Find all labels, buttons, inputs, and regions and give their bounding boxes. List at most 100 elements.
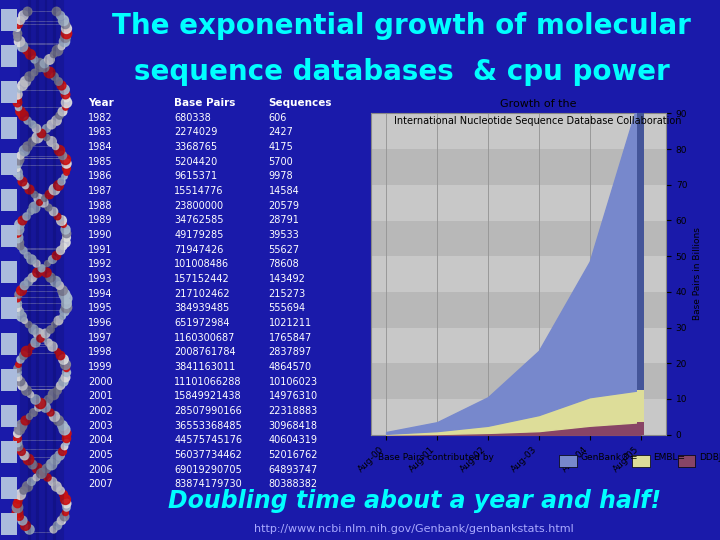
Text: 1990: 1990	[89, 230, 113, 240]
Point	[58, 220, 69, 228]
Bar	[1, 81, 17, 103]
Text: 1986: 1986	[89, 171, 113, 181]
Point	[14, 15, 26, 24]
Bar	[371, 256, 666, 292]
Point	[50, 455, 61, 464]
Text: 2008761784: 2008761784	[174, 347, 236, 357]
Point	[52, 521, 63, 529]
Point	[58, 512, 69, 521]
Text: 2007: 2007	[89, 479, 113, 489]
Bar	[1, 297, 17, 319]
Text: 23800000: 23800000	[174, 200, 223, 211]
Bar	[637, 76, 644, 390]
Point	[12, 102, 24, 111]
Bar	[637, 422, 644, 435]
Point	[55, 42, 66, 50]
Point	[59, 19, 71, 28]
Point	[60, 93, 72, 102]
Point	[54, 246, 66, 255]
Text: DDBJ=: DDBJ=	[699, 453, 720, 462]
Text: 1994: 1994	[89, 288, 113, 299]
Text: 3368765: 3368765	[174, 142, 217, 152]
Text: 1997: 1997	[89, 333, 113, 342]
Point	[48, 185, 60, 194]
Point	[19, 416, 30, 424]
Bar	[1, 369, 17, 390]
Bar	[1, 441, 17, 463]
Point	[43, 68, 55, 76]
Point	[60, 373, 71, 381]
Text: 217102462: 217102462	[174, 288, 230, 299]
Point	[35, 264, 46, 272]
Point	[57, 150, 68, 159]
Point	[15, 285, 27, 294]
Point	[17, 42, 28, 50]
Text: 56037734462: 56037734462	[174, 450, 242, 460]
Text: 2274029: 2274029	[174, 127, 217, 137]
Point	[12, 495, 24, 503]
Point	[20, 211, 32, 220]
Point	[44, 325, 55, 333]
Text: 101008486: 101008486	[174, 259, 230, 269]
Text: 651972984: 651972984	[174, 318, 230, 328]
Point	[41, 472, 53, 481]
Point	[60, 233, 72, 241]
Text: 1996: 1996	[89, 318, 113, 328]
Text: EMBL=: EMBL=	[654, 453, 685, 462]
Bar	[559, 455, 577, 467]
Point	[34, 399, 45, 407]
Point	[24, 207, 35, 215]
Point	[51, 346, 63, 355]
Point	[35, 468, 47, 477]
Point	[20, 386, 32, 394]
Point	[37, 264, 48, 272]
Text: GenBank®=: GenBank®=	[580, 453, 638, 462]
Bar	[371, 292, 666, 328]
Text: 30968418: 30968418	[269, 421, 318, 430]
Point	[19, 316, 30, 325]
Text: 2005: 2005	[89, 450, 113, 460]
Point	[58, 424, 70, 433]
Point	[22, 455, 33, 464]
Text: The exponential growth of molecular: The exponential growth of molecular	[112, 12, 690, 40]
Point	[40, 329, 51, 338]
Text: 1160300687: 1160300687	[174, 333, 235, 342]
Point	[23, 411, 35, 420]
Point	[21, 251, 32, 259]
Point	[57, 107, 68, 116]
Text: http://www.ncbi.nlm.nih.gov/Genbank/genbankstats.html: http://www.ncbi.nlm.nih.gov/Genbank/genb…	[254, 524, 574, 534]
Point	[55, 177, 67, 185]
Text: 2000: 2000	[89, 376, 113, 387]
Point	[18, 146, 30, 154]
Text: 1985: 1985	[89, 157, 113, 166]
Point	[37, 198, 49, 207]
Text: 5204420: 5204420	[174, 157, 217, 166]
Text: 1765847: 1765847	[269, 333, 312, 342]
Text: 680338: 680338	[174, 112, 211, 123]
Point	[41, 124, 53, 133]
Bar	[1, 45, 17, 66]
Text: 1992: 1992	[89, 259, 113, 269]
Text: 78608: 78608	[269, 259, 300, 269]
Bar	[371, 220, 666, 256]
Point	[45, 460, 56, 468]
Point	[13, 289, 24, 298]
Point	[54, 485, 66, 494]
Text: 11101066288: 11101066288	[174, 376, 242, 387]
Point	[60, 299, 72, 307]
Point	[30, 124, 42, 133]
Point	[11, 228, 22, 237]
Point	[55, 350, 66, 359]
Point	[14, 512, 25, 521]
Text: 2004: 2004	[89, 435, 113, 445]
Text: 22318883: 22318883	[269, 406, 318, 416]
Text: 1991: 1991	[89, 245, 113, 254]
Point	[48, 207, 59, 215]
Point	[60, 32, 71, 41]
Text: 9615371: 9615371	[174, 171, 217, 181]
Point	[12, 429, 23, 438]
Text: 157152442: 157152442	[174, 274, 230, 284]
Text: 384939485: 384939485	[174, 303, 230, 313]
Point	[17, 246, 29, 255]
Point	[27, 325, 39, 333]
